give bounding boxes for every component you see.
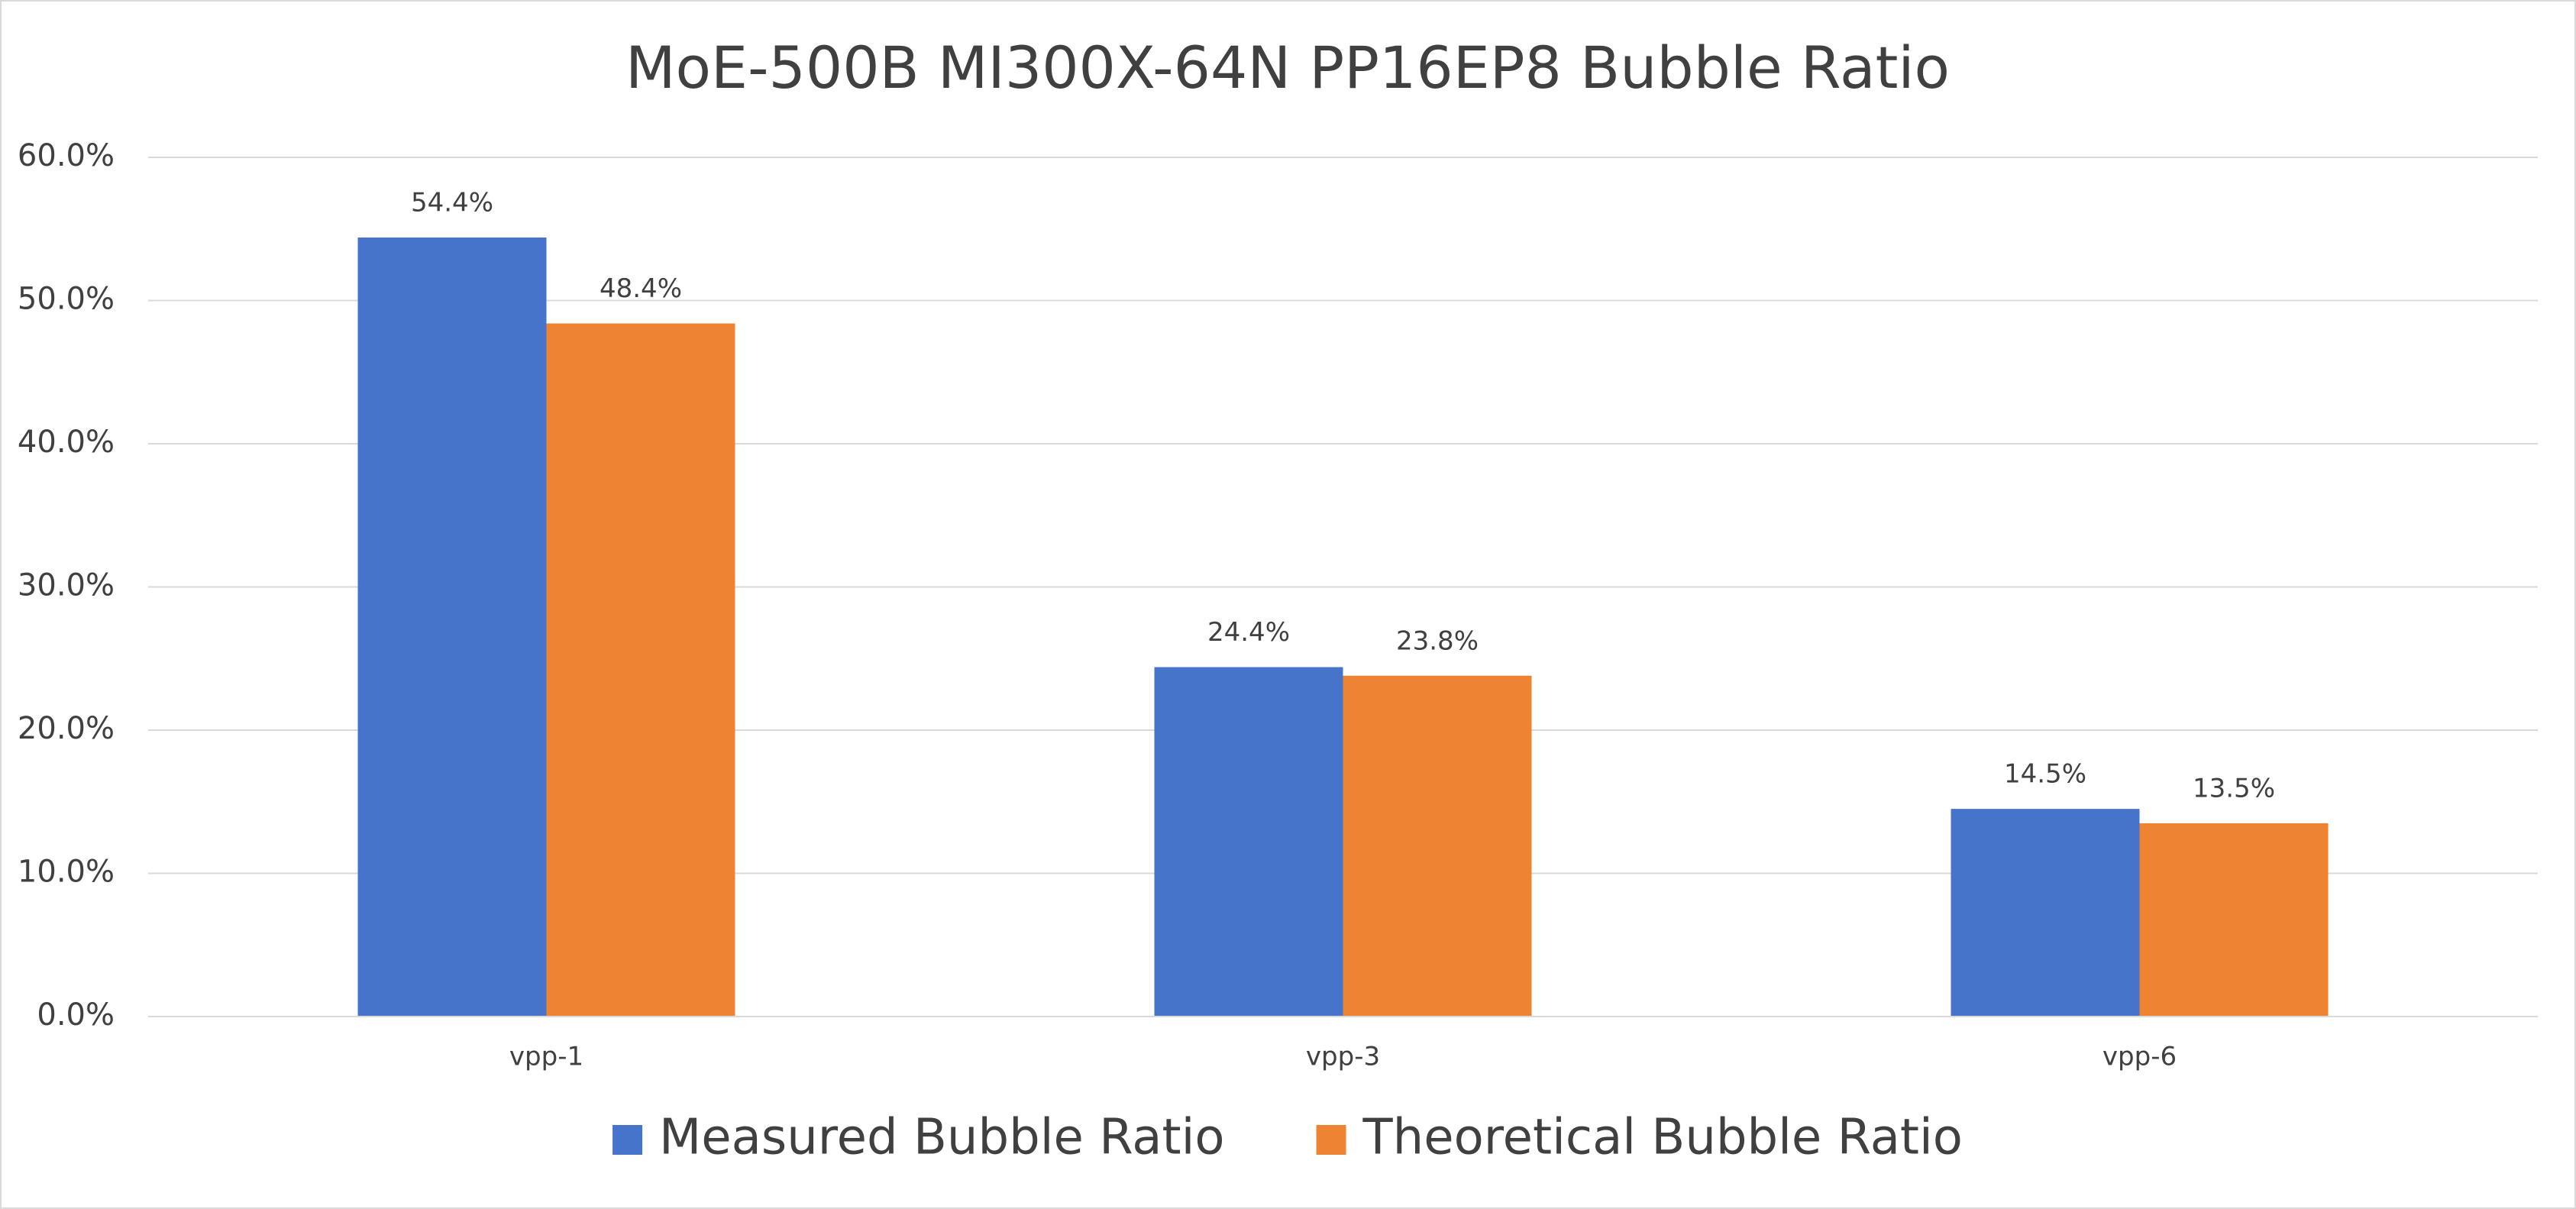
data-label: 13.5% [2193, 773, 2275, 803]
data-label: 14.5% [2004, 759, 2086, 790]
y-tick-label: 0.0% [37, 997, 115, 1033]
x-tick-label: vpp-1 [509, 1042, 583, 1072]
data-label: 24.4% [1207, 617, 1290, 648]
bar [2139, 823, 2329, 1017]
y-tick-label: 30.0% [18, 568, 115, 603]
y-tick-label: 40.0% [18, 425, 115, 460]
bar [1951, 809, 2140, 1017]
y-tick-label: 20.0% [18, 711, 115, 746]
bar [357, 238, 547, 1017]
y-tick-label: 50.0% [18, 282, 115, 317]
x-tick-label: vpp-3 [1306, 1042, 1380, 1072]
data-label: 48.4% [600, 273, 682, 304]
legend-label: Theoretical Bubble Ratio [1362, 1110, 1963, 1166]
data-label: 23.8% [1396, 626, 1479, 656]
y-tick-label: 60.0% [18, 138, 115, 173]
x-tick-label: vpp-6 [2102, 1042, 2177, 1072]
bar [546, 323, 735, 1017]
data-label: 54.4% [411, 188, 493, 218]
legend-label: Measured Bubble Ratio [659, 1110, 1225, 1166]
bar [1154, 667, 1343, 1017]
y-tick-label: 10.0% [18, 855, 115, 890]
chart-title: MoE-500B MI300X-64N PP16EP8 Bubble Ratio [625, 34, 1950, 102]
legend-swatch [1316, 1125, 1346, 1155]
bar [1343, 675, 1532, 1017]
legend-swatch [612, 1125, 643, 1155]
